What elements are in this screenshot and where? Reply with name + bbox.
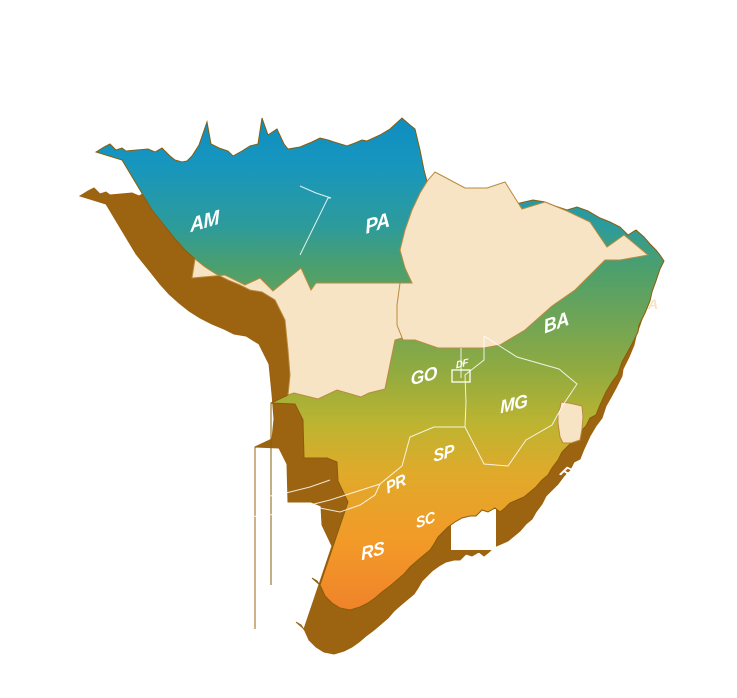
svg-text:A: A: [647, 296, 658, 312]
